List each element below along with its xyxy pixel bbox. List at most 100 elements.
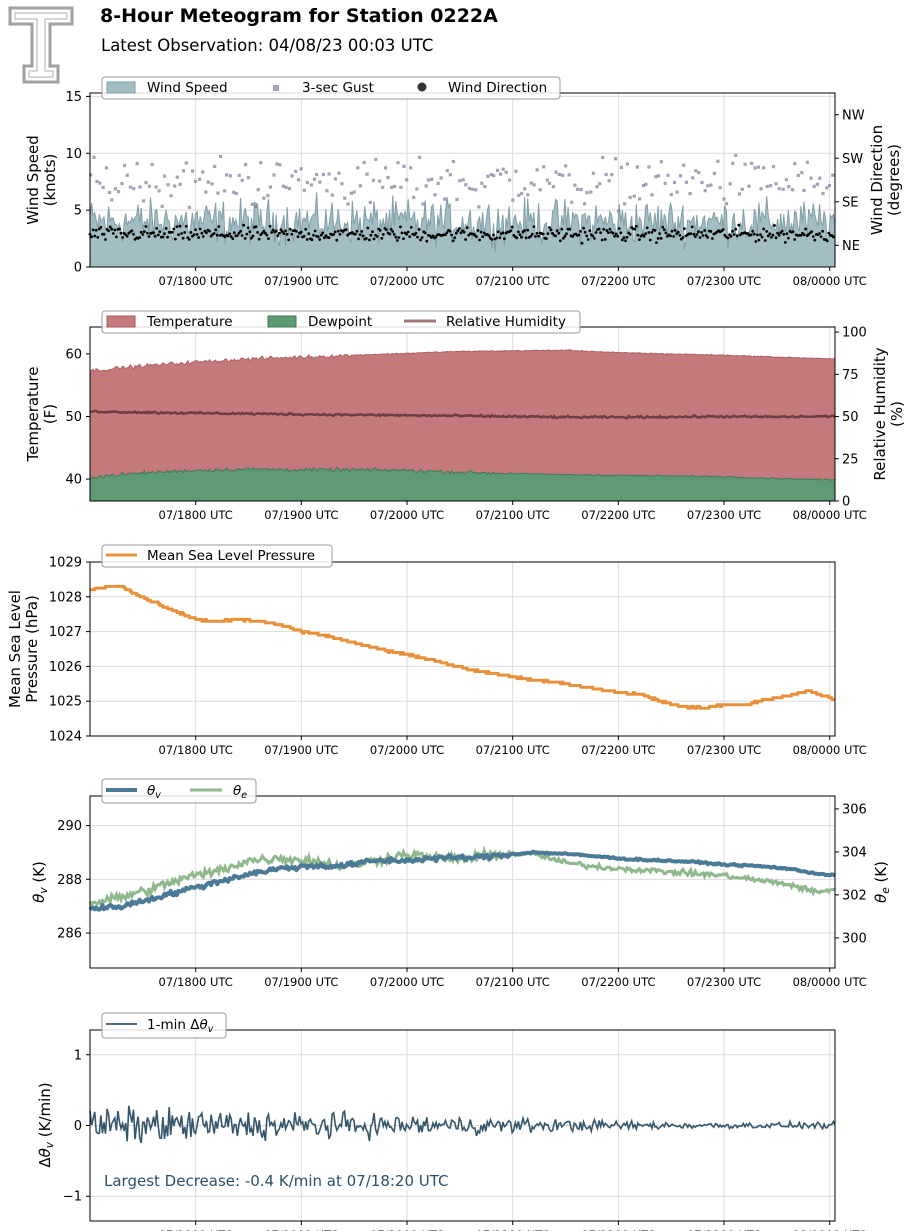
wind-direction-point [754,240,758,243]
wind-direction-point [381,233,385,236]
wind-direction-point [142,230,146,234]
gust-point [737,192,742,196]
wind-direction-point [108,225,112,229]
wind-direction-point [453,236,457,240]
gust-point [716,159,720,163]
temperature-dewpoint-areas [89,349,836,502]
wind-direction-point [158,230,162,234]
gust-point [327,172,331,176]
x-tick-label: 08/0000 UTC [793,743,867,757]
wind-direction-point [562,236,565,240]
gust-point [442,197,447,201]
wind-direction-point [358,233,362,237]
wind-direction-point [307,232,311,236]
wind-direction-point [197,236,201,239]
wind-direction-point [579,230,582,233]
gust-point [365,172,369,176]
wind-direction-point [594,231,598,234]
wind-direction-point [785,232,789,236]
wind-direction-point [614,232,618,236]
wind-direction-point [600,238,604,242]
svg-text:Mean Sea Level: Mean Sea Level [6,590,24,708]
gust-point [448,173,452,177]
gust-point [722,197,726,201]
gust-point [330,193,334,197]
gust-point [392,184,397,188]
wind-direction-point [638,238,641,242]
wind-direction-point [726,236,730,240]
wind-direction-point [323,236,326,240]
wind-direction-point [335,238,339,242]
wind-direction-point [582,226,585,230]
y-tick-label: 15 [65,90,82,105]
x-tick-label: 07/2000 UTC [370,1228,444,1231]
wind-direction-point [734,227,738,231]
wind-direction-point [278,231,281,235]
wind-direction-point [664,231,668,235]
gust-point [383,166,388,170]
gust-point [815,182,819,186]
gust-point [157,189,161,193]
wind-direction-point [132,232,135,236]
wind-direction-point [495,236,498,240]
wind-direction-point [537,234,540,238]
wind-direction-point [465,226,469,230]
y-tick-label: 50 [65,410,82,425]
wind-direction-point [475,235,478,239]
wind-direction-point [364,237,368,240]
gust-point [352,190,356,194]
gust-point [266,194,270,198]
gust-point [135,161,139,166]
theta-v-path [88,849,836,912]
y-tick-label: 60 [65,347,82,362]
dtheta-grid [90,1030,835,1221]
wind-direction-point [731,229,734,233]
wind-direction-point [316,235,320,239]
gust-point [296,178,301,182]
wind-direction-point [777,233,781,237]
gust-point [526,193,530,197]
wind-direction-point [783,241,787,244]
wind-direction-point [313,229,317,233]
y-tick-label: 1028 [49,590,82,605]
wind-direction-point [444,233,447,237]
wind-direction-point [515,236,519,240]
gust-point [98,181,102,185]
wind-direction-point [138,236,142,239]
wind-direction-point [558,239,562,243]
dtheta-path [89,1105,836,1144]
wind-direction-point [371,230,374,234]
x-tick-label: 07/2200 UTC [581,743,655,757]
gust-point [535,168,539,172]
dtheta-ticks: −1 0 1 [63,1048,90,1205]
wind-direction-point [704,234,708,237]
wind-direction-point [399,225,402,229]
gust-point [564,164,568,168]
x-tick-label: 07/2000 UTC [370,743,444,757]
y-tick-label: 1027 [49,625,82,640]
wind-direction-point [617,227,621,230]
gust-point [281,184,285,188]
wind-direction-point [152,231,156,235]
gust-point [343,196,347,200]
wind-direction-point [409,226,413,229]
wind-direction-point [709,230,713,233]
gust-point [178,182,182,186]
wind-direction-point [672,235,675,238]
wind-direction-point [827,231,831,235]
gust-point [166,183,170,187]
wind-direction-point [242,223,246,227]
wind-direction-point [541,232,545,236]
wind-direction-point [597,227,601,231]
dtheta-legend-label: 1-min Δθv [147,1017,214,1035]
x-tick-label: 07/1800 UTC [159,975,233,989]
wind-direction-point [215,233,219,237]
wind-direction-point [563,234,567,238]
wind-direction-point [318,238,322,241]
wind-direction-point [254,225,258,229]
wind-direction-point [759,233,762,237]
wind-direction-point [492,233,495,237]
wind-direction-point [236,234,239,237]
gust-point [495,168,500,172]
y-tick-label: 1026 [49,660,82,675]
